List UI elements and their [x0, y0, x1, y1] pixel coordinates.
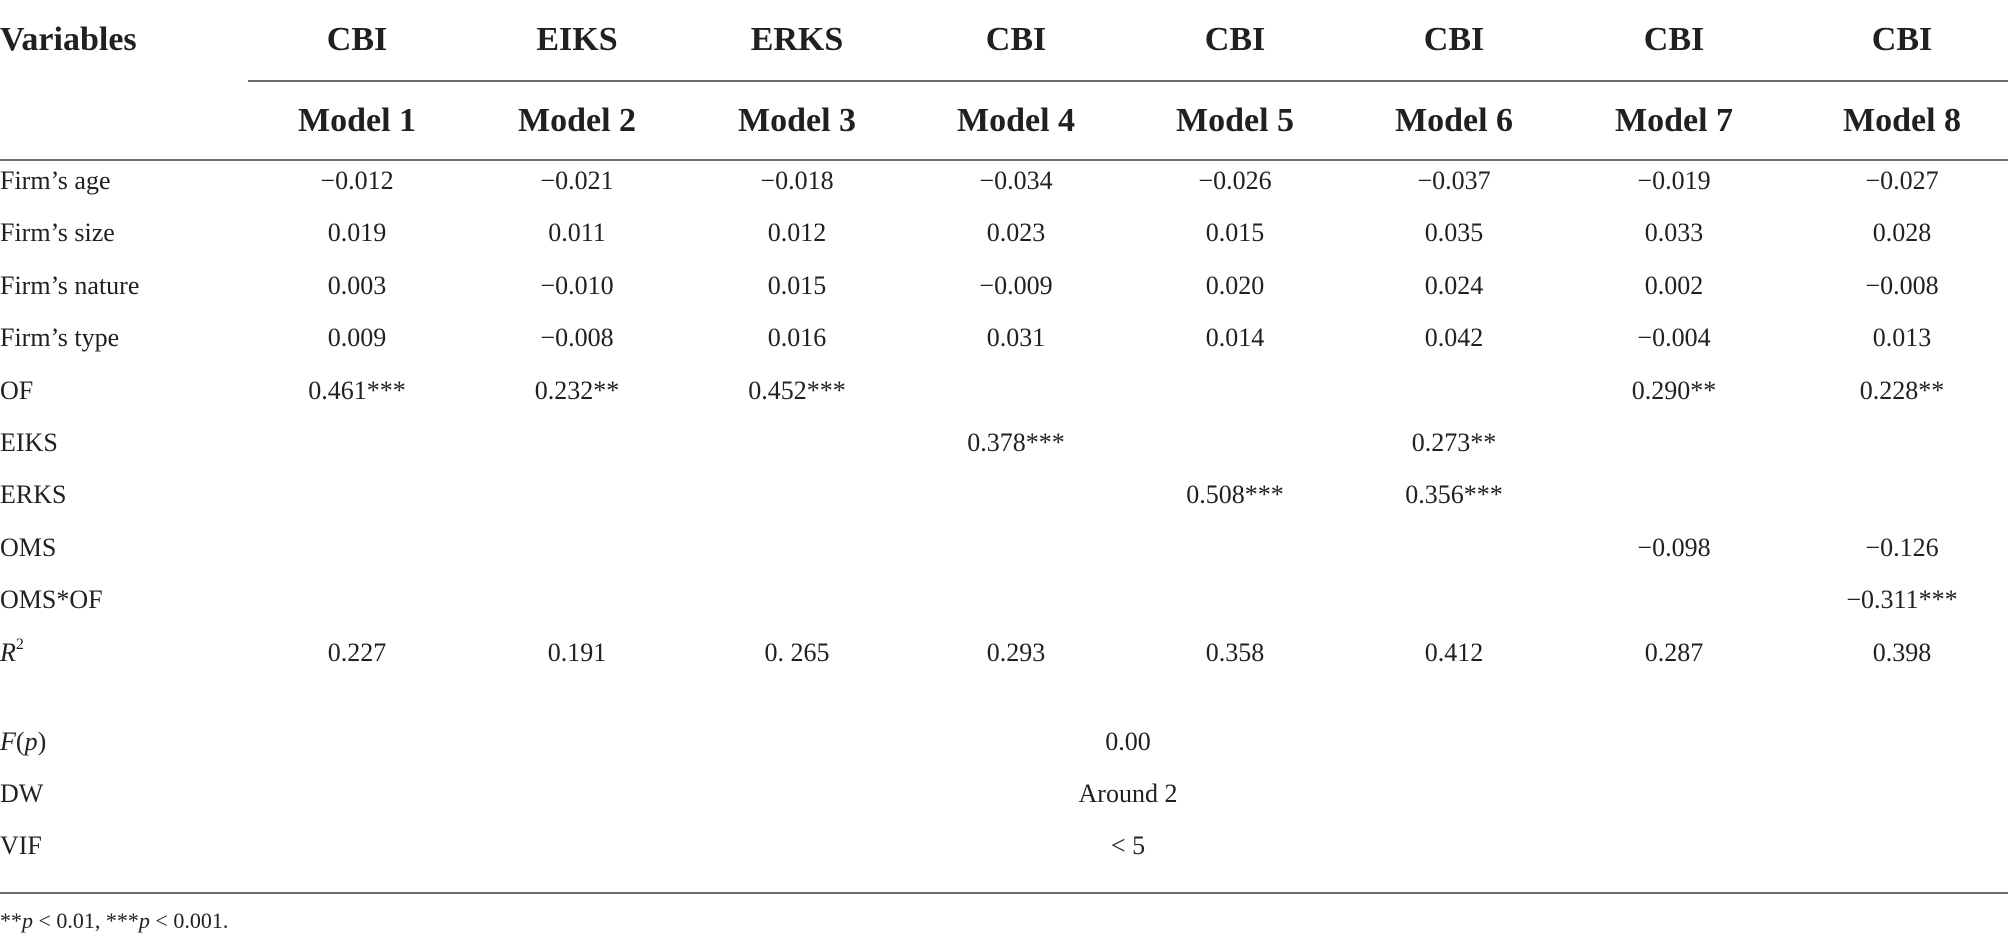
table-cell: −0.311*** — [1846, 585, 1958, 615]
header-dependent-3: ERKS — [750, 21, 844, 58]
table-cell: 0.014 — [1205, 323, 1265, 353]
header-dependent-8: CBI — [1871, 21, 1933, 58]
r2-cell: 0.191 — [547, 637, 607, 667]
table-cell: −0.027 — [1865, 166, 1939, 195]
stat-value: 0.00 — [1105, 727, 1151, 756]
header-dependent-2: EIKS — [536, 21, 618, 58]
header-dependent-5: CBI — [1204, 21, 1266, 58]
table-cell: 0.003 — [327, 270, 387, 300]
table-cell: 0.452*** — [748, 375, 846, 405]
table-cell: 0.020 — [1205, 270, 1265, 300]
table-cell: −0.098 — [1637, 532, 1711, 562]
table-cell: −0.018 — [760, 166, 834, 195]
row-label: Firm’s type — [0, 323, 120, 353]
table-cell: −0.126 — [1865, 532, 1939, 562]
table-cell: 0.033 — [1644, 218, 1704, 248]
table-cell: −0.008 — [1865, 270, 1939, 300]
row-label: OF — [0, 375, 34, 405]
table-cell: −0.010 — [540, 270, 614, 300]
header-dependent-1: CBI — [326, 21, 388, 58]
table-cell: −0.012 — [320, 166, 394, 195]
table-cell: 0.024 — [1424, 270, 1484, 300]
header-model-1: Model 1 — [297, 102, 417, 139]
table-cell: 0.378*** — [967, 428, 1065, 457]
header-model-3: Model 3 — [737, 102, 857, 139]
r2-cell: 0.398 — [1872, 637, 1932, 667]
row-label: ERKS — [0, 480, 67, 510]
header-bottom-rule — [0, 159, 2008, 161]
table-cell: 0.016 — [767, 323, 827, 353]
r2-cell: 0.287 — [1644, 637, 1704, 667]
table-cell: −0.008 — [540, 323, 614, 353]
header-model-6: Model 6 — [1394, 102, 1514, 139]
stat-value: < 5 — [1110, 831, 1146, 860]
row-label: Firm’s size — [0, 218, 115, 248]
table-cell: 0.228** — [1859, 375, 1945, 405]
stat-label: DW — [0, 779, 44, 808]
table-cell: −0.026 — [1198, 166, 1272, 195]
table-bottom-rule — [0, 892, 2008, 894]
r2-cell: 0.412 — [1424, 637, 1484, 667]
header-variables: Variables — [0, 21, 137, 58]
table-footnote: **p < 0.01, ***p < 0.001. — [0, 908, 228, 934]
header-dependent-7: CBI — [1643, 21, 1705, 58]
row-label: EIKS — [0, 428, 58, 457]
table-cell: −0.037 — [1417, 166, 1491, 195]
header-dependent-6: CBI — [1423, 21, 1485, 58]
header-dependent-4: CBI — [985, 21, 1047, 58]
header-model-7: Model 7 — [1614, 102, 1734, 139]
table-cell: 0.028 — [1872, 218, 1932, 248]
row-label: OMS — [0, 532, 57, 562]
table-cell: 0.023 — [986, 218, 1046, 248]
r2-cell: 0.358 — [1205, 637, 1265, 667]
table-cell: 0.031 — [986, 323, 1046, 353]
table-cell: −0.019 — [1637, 166, 1711, 195]
table-cell: 0.013 — [1872, 323, 1932, 353]
r2-cell: 0. 265 — [764, 637, 830, 667]
table-cell: 0.019 — [327, 218, 387, 248]
row-label: Firm’s nature — [0, 270, 140, 300]
table-cell: 0.356*** — [1405, 480, 1503, 510]
table-cell: 0.012 — [767, 218, 827, 248]
header-model-8: Model 8 — [1842, 102, 1962, 139]
header-model-2: Model 2 — [517, 102, 637, 139]
table-cell: 0.461*** — [308, 375, 406, 405]
table-cell: −0.021 — [540, 166, 614, 195]
r2-superscript: 2 — [15, 635, 24, 653]
table-cell: 0.011 — [548, 218, 606, 248]
r2-cell: 0.293 — [986, 637, 1046, 667]
table-cell: −0.004 — [1637, 323, 1711, 353]
table-cell: 0.009 — [327, 323, 387, 353]
r2-cell: 0.227 — [327, 637, 387, 667]
table-cell: 0.035 — [1424, 218, 1484, 248]
stat-label: F(p) — [0, 727, 47, 756]
row-label-r2: R2 — [0, 635, 24, 668]
table-cell: 0.290** — [1631, 375, 1717, 405]
table-cell: 0.273** — [1411, 428, 1497, 457]
table-cell: −0.009 — [979, 270, 1053, 300]
header-model-5: Model 5 — [1175, 102, 1295, 139]
header-subrule — [248, 80, 2008, 82]
header-model-4: Model 4 — [956, 102, 1076, 139]
row-label: OMS*OF — [0, 585, 103, 615]
table-cell: 0.015 — [767, 270, 827, 300]
table-cell: 0.042 — [1424, 323, 1484, 353]
table-cell: 0.002 — [1644, 270, 1704, 300]
table-cell: 0.015 — [1205, 218, 1265, 248]
stat-value: Around 2 — [1078, 779, 1178, 808]
row-label: Firm’s age — [0, 166, 111, 195]
footnote-text: **p < 0.01, ***p < 0.001. — [0, 908, 229, 933]
table-cell: −0.034 — [979, 166, 1053, 195]
table-cell: 0.232** — [534, 375, 620, 405]
r2-symbol: R — [0, 637, 16, 667]
table-cell: 0.508*** — [1186, 480, 1284, 510]
stat-label: VIF — [0, 831, 42, 860]
